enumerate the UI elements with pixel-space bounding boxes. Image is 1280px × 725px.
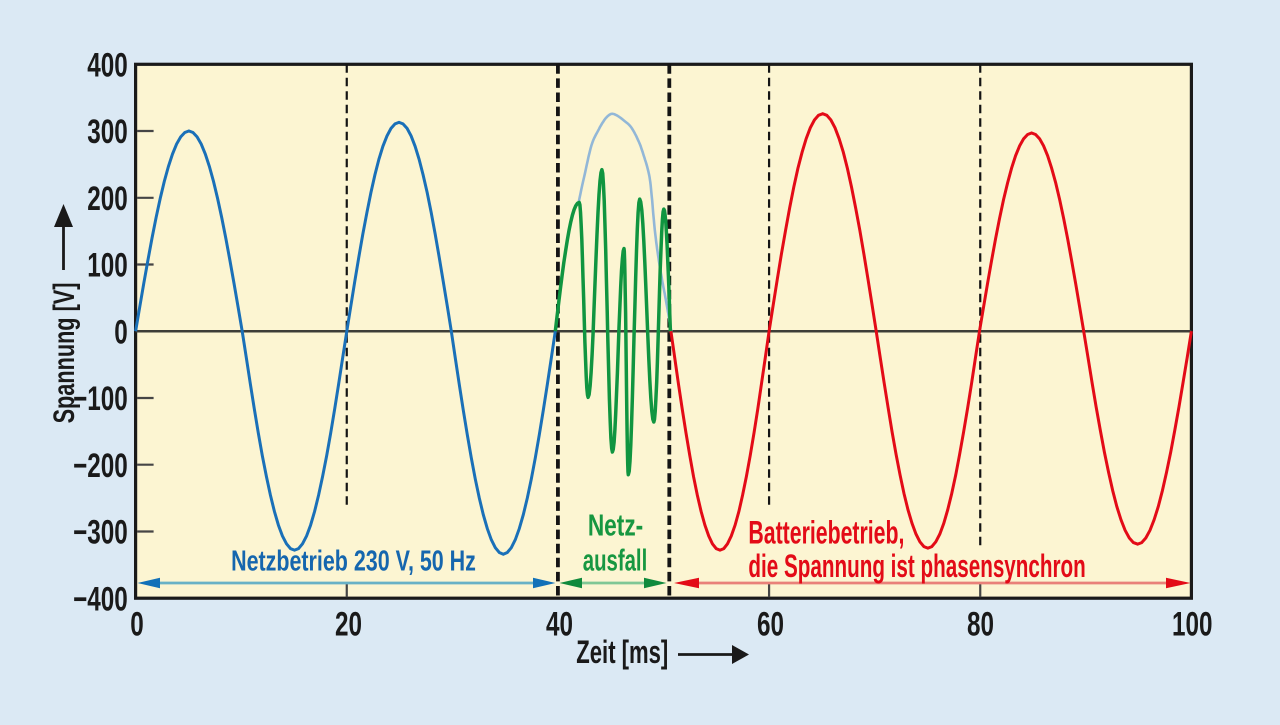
svg-text:−200: −200 bbox=[73, 447, 128, 485]
svg-text:−300: −300 bbox=[73, 514, 128, 552]
svg-text:400: 400 bbox=[87, 46, 127, 84]
svg-text:0: 0 bbox=[114, 313, 128, 351]
svg-text:100: 100 bbox=[87, 247, 127, 285]
svg-text:20: 20 bbox=[335, 606, 362, 644]
svg-text:Netz-: Netz- bbox=[588, 507, 643, 542]
svg-text:Batteriebetrieb,: Batteriebetrieb, bbox=[748, 514, 904, 551]
svg-text:die Spannung ist phasensynchro: die Spannung ist phasensynchron bbox=[748, 548, 1085, 584]
svg-text:80: 80 bbox=[967, 606, 994, 644]
svg-text:60: 60 bbox=[757, 606, 784, 644]
svg-text:100: 100 bbox=[1172, 606, 1212, 644]
svg-text:Zeit [ms]: Zeit [ms] bbox=[576, 634, 668, 670]
svg-text:200: 200 bbox=[87, 180, 127, 218]
svg-text:Spannung [V]: Spannung [V] bbox=[46, 283, 80, 424]
svg-text:0: 0 bbox=[130, 606, 144, 644]
svg-text:Netzbetrieb 230 V, 50 Hz: Netzbetrieb 230 V, 50 Hz bbox=[231, 546, 476, 578]
svg-text:ausfall: ausfall bbox=[583, 542, 648, 577]
svg-text:−100: −100 bbox=[73, 380, 128, 418]
svg-text:40: 40 bbox=[546, 606, 573, 644]
svg-text:300: 300 bbox=[87, 113, 127, 151]
svg-text:−400: −400 bbox=[73, 580, 128, 618]
